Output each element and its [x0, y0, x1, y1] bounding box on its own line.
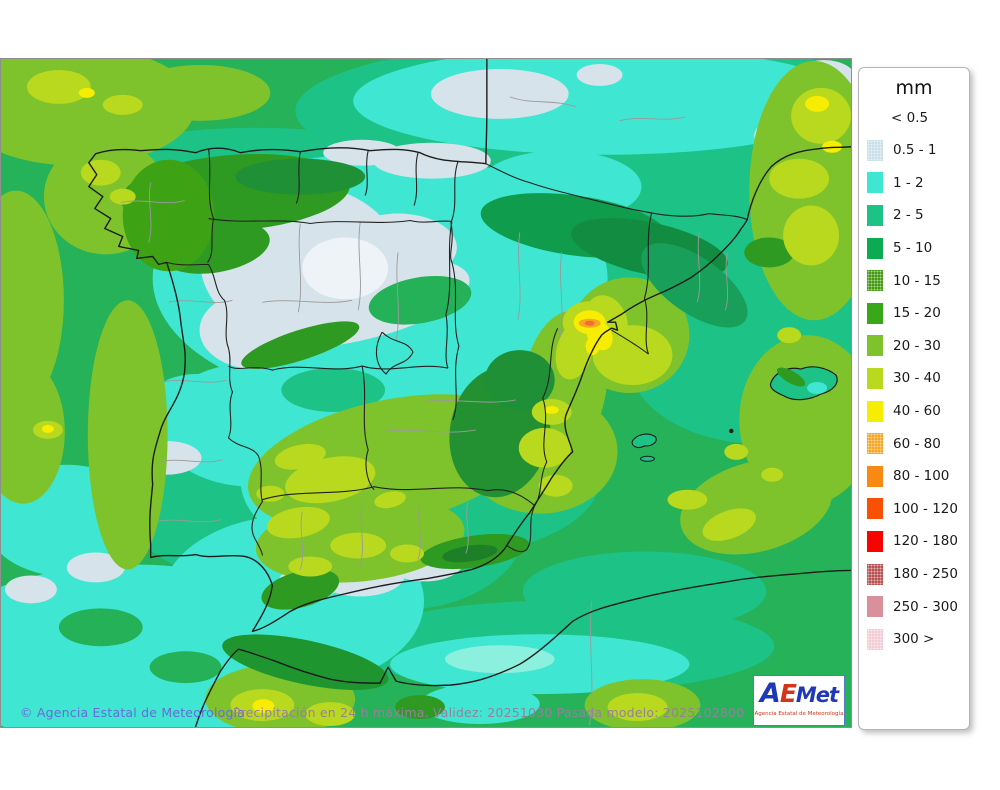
hotspot-red-core — [584, 320, 595, 326]
cabrera-island — [729, 428, 734, 434]
logo-letter-e: E — [779, 679, 797, 708]
ibiza-island — [631, 433, 657, 448]
legend-swatch — [867, 302, 883, 324]
legend-item-label: 2 - 5 — [893, 207, 924, 224]
legend-item: 100 - 120 — [859, 493, 969, 526]
legend-item: 180 - 250 — [859, 558, 969, 591]
copyright-text: © Agencia Estatal de Meteorología — [20, 705, 246, 720]
legend-swatch — [867, 204, 883, 226]
legend-swatch — [867, 596, 883, 618]
legend-item: 2 - 5 — [859, 199, 969, 232]
legend-item-label: 80 - 100 — [893, 468, 950, 485]
dark-green-zones — [120, 153, 795, 720]
legend-swatch — [867, 465, 883, 487]
legend-item: 10 - 15 — [859, 264, 969, 297]
legend-item: 60 - 80 — [859, 427, 969, 460]
aemet-logo-text: AEMet — [754, 676, 844, 710]
legend-item: 1 - 2 — [859, 167, 969, 200]
legend-item-label: 0.5 - 1 — [893, 142, 937, 159]
legend-panel: mm < 0.5 0.5 - 1 1 - 2 2 - 5 5 - 10 10 - 15 1… — [858, 67, 970, 730]
legend-swatch — [867, 270, 883, 292]
aemet-logo-subtitle: Agencia Estatal de Meteorología — [754, 711, 844, 717]
formentera-island — [639, 455, 655, 462]
legend-item: 80 - 100 — [859, 460, 969, 493]
legend-item: 0.5 - 1 — [859, 134, 969, 167]
legend-item: 5 - 10 — [859, 232, 969, 265]
legend-item: 40 - 60 — [859, 395, 969, 428]
legend-swatch — [867, 400, 883, 422]
legend-item-label: 250 - 300 — [893, 598, 958, 615]
legend-item: 15 - 20 — [859, 297, 969, 330]
legend-item-label: 180 - 250 — [893, 566, 958, 583]
legend-swatch — [867, 139, 883, 161]
legend-swatch — [867, 172, 883, 194]
legend-swatch — [867, 498, 883, 520]
legend-item-label: 100 - 120 — [893, 500, 958, 517]
legend-swatch — [867, 335, 883, 357]
green-spots — [58, 275, 472, 684]
legend-item-label: 60 - 80 — [893, 435, 941, 452]
aemet-logo: AEMet Agencia Estatal de Meteorología — [753, 675, 845, 726]
legend-item: 120 - 180 — [859, 525, 969, 558]
legend-swatch — [867, 237, 883, 259]
legend-item: 30 - 40 — [859, 362, 969, 395]
legend-item-label: 120 - 180 — [893, 533, 958, 550]
legend-swatch — [867, 563, 883, 585]
validity-caption: Precipitación en 24 h máxima. Validez: 2… — [233, 705, 745, 720]
legend-item-label: 10 - 15 — [893, 272, 941, 289]
legend-title: mm — [895, 77, 933, 99]
legend-item: 250 - 300 — [859, 590, 969, 623]
coastlines — [88, 59, 851, 727]
legend-item: 20 - 30 — [859, 330, 969, 363]
legend-below-min-label: < 0.5 — [891, 110, 929, 126]
legend-items: 0.5 - 1 1 - 2 2 - 5 5 - 10 10 - 15 15 - 20 20 … — [859, 134, 969, 656]
logo-letter-a: A — [759, 678, 781, 709]
legend-swatch — [867, 367, 883, 389]
logo-letters-met: Met — [795, 683, 839, 707]
legend-swatch — [867, 628, 883, 650]
region-borders — [166, 148, 748, 556]
precipitation-map — [1, 59, 851, 727]
legend-item-label: 1 - 2 — [893, 174, 924, 191]
map-region — [0, 58, 852, 728]
legend-item-label: 5 - 10 — [893, 240, 933, 257]
legend-item-label: 300 > — [893, 631, 935, 648]
legend-item-label: 20 - 30 — [893, 337, 941, 354]
legend-item: 300 > — [859, 623, 969, 656]
legend-item-label: 30 - 40 — [893, 370, 941, 387]
legend-swatch — [867, 530, 883, 552]
islands — [631, 366, 838, 462]
legend-item-label: 15 - 20 — [893, 305, 941, 322]
legend-swatch — [867, 433, 883, 455]
legend-item-label: 40 - 60 — [893, 403, 941, 420]
province-borders — [120, 96, 729, 726]
